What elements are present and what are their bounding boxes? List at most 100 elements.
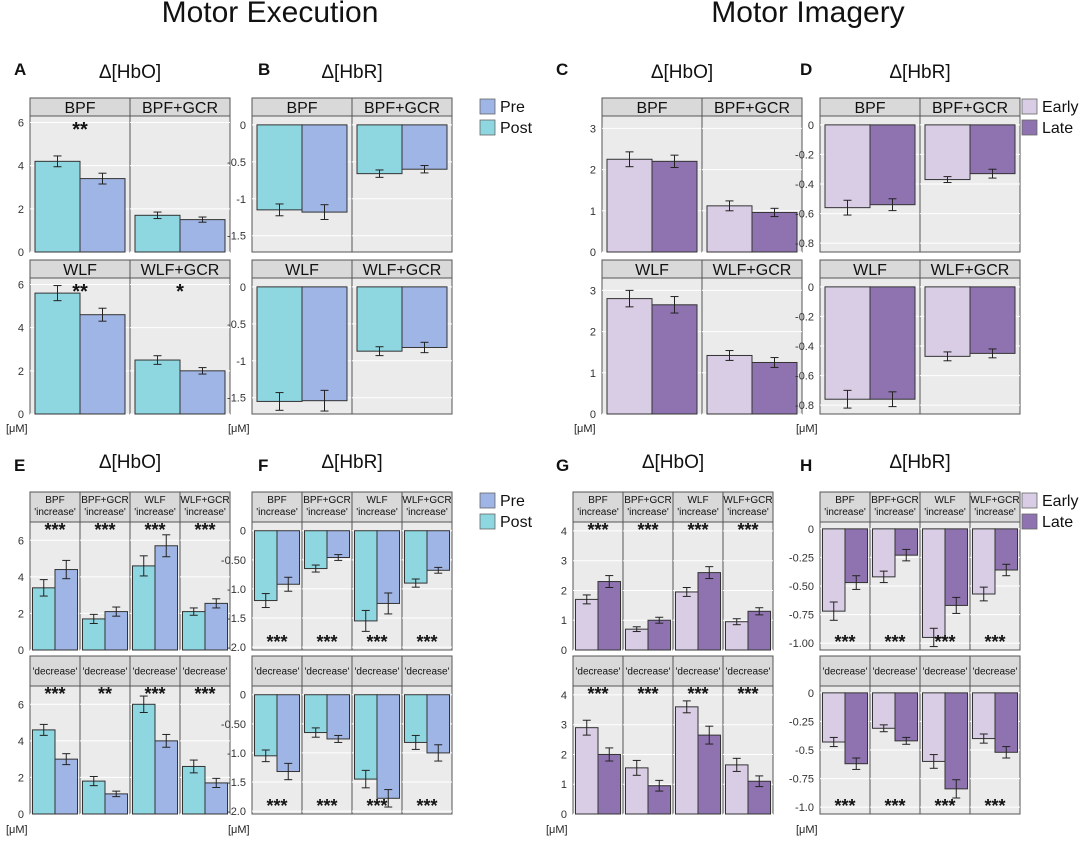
y-tick-label: 4: [18, 572, 24, 584]
facet: BPF'increase' ***: [819, 491, 871, 652]
y-tick-label: -1.5: [227, 231, 246, 243]
y-tick-label: -0.25: [789, 552, 814, 564]
panel-letter: G: [556, 456, 569, 475]
facet: WLF'increase' ***: [919, 491, 971, 652]
panel-A: A Δ[HbO] [μM] 0 2 4 6 BPF ** BPF+GCR 0 2 4 6 WLF ** WLF+…: [6, 60, 231, 435]
facet: BPF: [251, 97, 353, 253]
y-tick-label: 0: [561, 645, 567, 657]
significance-marker: ***: [44, 520, 65, 540]
y-tick-label: 0: [18, 409, 24, 421]
facet: BPF'increase' ***: [29, 491, 81, 651]
facet: BPF **: [29, 97, 131, 253]
facet: BPF+GCR: [351, 97, 453, 253]
unit-label: [μM]: [6, 824, 28, 836]
strip-label: BPF+GCR: [142, 100, 218, 117]
significance-marker: ***: [984, 796, 1005, 816]
legend-label: Early: [1042, 493, 1078, 510]
strip-label: 'increase': [84, 507, 126, 518]
facet-strip: [969, 491, 1021, 523]
bar: [706, 354, 753, 415]
facet: BPF+GCR: [919, 97, 1021, 253]
strip-label: WLF: [366, 495, 387, 506]
facet: BPF: [819, 97, 921, 253]
strip-label: 'increase': [924, 507, 966, 518]
y-tick-label: -0.4: [795, 179, 814, 191]
y-tick-label: -0.50: [789, 581, 814, 593]
strip-label: 'increase': [974, 507, 1016, 518]
bar: [326, 694, 350, 740]
bar: [326, 530, 350, 558]
facet: 'decrease' ***: [919, 655, 971, 816]
panel-letter: A: [14, 60, 26, 79]
y-tick-label: 0: [240, 120, 246, 132]
bar: [675, 591, 699, 651]
facet-strip: [179, 655, 231, 687]
y-tick-label: 4: [18, 736, 24, 748]
y-tick-label: 0: [18, 809, 24, 821]
y-tick-label: 0: [18, 645, 24, 657]
y-tick-label: 0: [808, 688, 814, 700]
significance-marker: ***: [934, 796, 955, 816]
facet-strip: [401, 655, 453, 687]
significance-marker: ***: [366, 632, 387, 652]
strip-label: 'decrease': [133, 667, 178, 678]
facet: 'decrease' ***: [722, 655, 774, 815]
facet-strip: [572, 491, 624, 523]
significance-marker: ***: [934, 632, 955, 652]
panel-letter: B: [258, 60, 270, 79]
bar: [182, 765, 206, 815]
bar: [994, 692, 1018, 753]
bar: [32, 587, 56, 651]
y-tick-label: 2: [18, 366, 24, 378]
bar: [675, 706, 699, 815]
panel-letter: E: [14, 456, 25, 475]
significance-marker: ***: [737, 684, 758, 704]
y-tick-label: -1.0: [227, 748, 246, 760]
y-tick-label: 6: [18, 117, 24, 129]
y-tick-label: 2: [561, 749, 567, 761]
bar: [104, 611, 128, 651]
panel-title: Δ[HbR]: [889, 62, 950, 83]
facet: BPF'increase' ***: [251, 491, 303, 652]
y-tick-label: -1.5: [227, 613, 246, 625]
facet: 'decrease' ***: [672, 655, 724, 815]
y-tick-label: 3: [590, 123, 596, 135]
bar: [924, 286, 971, 357]
facet: WLF+GCR'increase' ***: [179, 491, 231, 651]
strip-label: 'increase': [134, 507, 176, 518]
y-tick-label: -1.5: [227, 777, 246, 789]
y-tick-label: -1: [236, 194, 246, 206]
strip-label: BPF+GCR: [81, 495, 129, 506]
bar: [404, 530, 428, 584]
y-tick-label: -0.6: [795, 371, 814, 383]
strip-label: BPF: [854, 100, 885, 117]
y-tick-label: 6: [18, 279, 24, 291]
bar: [606, 158, 653, 253]
facet-strip: [401, 491, 453, 523]
facet: WLF'increase' ***: [351, 491, 403, 652]
strip-label: WLF: [635, 262, 669, 279]
y-tick-label: 2: [561, 585, 567, 597]
facet-strip: [701, 97, 803, 117]
bar: [822, 692, 846, 743]
facet: 'decrease' ***: [622, 655, 674, 815]
facet-strip: [869, 491, 921, 523]
y-tick-label: -1.0: [795, 802, 814, 814]
strip-label: WLF: [934, 495, 955, 506]
facet: BPF+GCR: [701, 97, 803, 253]
legend-label: Late: [1042, 120, 1073, 137]
facet-strip: [79, 655, 131, 687]
strip-label: BPF: [267, 495, 286, 506]
significance-marker: ***: [637, 520, 658, 540]
strip-label: BPF+GCR: [932, 100, 1008, 117]
bar: [426, 530, 450, 571]
panel-title: Δ[HbR]: [889, 452, 950, 473]
y-tick-label: 0: [590, 409, 596, 421]
bar: [54, 758, 78, 815]
facet: 'decrease' ***: [129, 655, 181, 815]
strip-label: WLF+GCR: [931, 262, 1010, 279]
bar: [132, 565, 156, 651]
facet: 'decrease' ***: [401, 655, 453, 816]
bar: [79, 178, 126, 253]
y-tick-label: 6: [18, 699, 24, 711]
